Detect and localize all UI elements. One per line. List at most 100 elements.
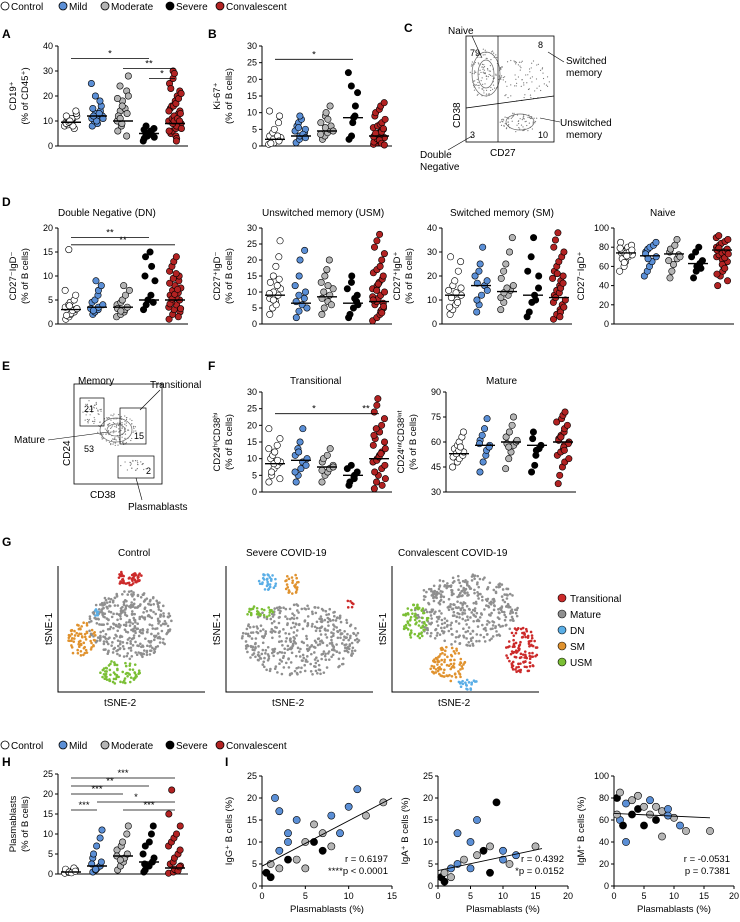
tsne-point	[289, 637, 292, 640]
tsne-point	[477, 597, 480, 600]
tsne-point	[132, 616, 136, 620]
tsne-point	[467, 640, 471, 644]
tsne-point	[248, 626, 252, 629]
tsne-point	[488, 638, 492, 642]
tsne-point	[96, 613, 100, 617]
density-dot	[518, 61, 521, 63]
tsne-point	[452, 650, 456, 653]
data-point	[721, 264, 729, 272]
tsne-point	[316, 659, 320, 663]
data-point	[447, 873, 455, 882]
y-axis-label: IgG⁺ B cells (%)	[224, 797, 235, 865]
tsne-point	[450, 589, 454, 592]
density-dot	[506, 116, 508, 119]
density-dot	[484, 49, 486, 51]
tsne-point	[410, 631, 413, 634]
density-dot	[520, 85, 522, 87]
data-point	[124, 822, 132, 830]
tsne-point	[406, 621, 410, 625]
density-dot	[523, 82, 525, 84]
density-dot	[490, 86, 492, 89]
data-point	[381, 115, 389, 123]
density-dot	[124, 437, 126, 440]
density-dot	[528, 122, 530, 124]
density-dot	[121, 423, 123, 425]
density-dot	[124, 433, 127, 435]
tsne-point	[288, 647, 291, 651]
data-point	[321, 124, 329, 132]
tsne-point	[315, 656, 318, 659]
data-point	[374, 395, 382, 403]
tsne-point	[464, 683, 468, 687]
tsne-point	[284, 587, 288, 591]
density-dot	[469, 71, 471, 73]
tsne-point	[465, 678, 469, 682]
tsne-point	[280, 672, 284, 676]
tsne-point	[158, 641, 162, 644]
data-point	[327, 301, 335, 309]
tsne-point	[115, 592, 119, 596]
tsne-point	[106, 652, 110, 656]
y-tick-label: 80	[599, 242, 609, 252]
data-point	[145, 838, 153, 846]
data-point	[478, 291, 486, 299]
tsne-point	[427, 587, 431, 591]
tsne-point	[82, 646, 86, 650]
density-dot	[471, 63, 473, 65]
tsne-point	[284, 579, 287, 583]
density-dot	[133, 430, 135, 432]
tsne-point	[108, 678, 111, 681]
data-point	[292, 816, 301, 824]
density-dot	[102, 437, 104, 440]
tsne-point	[103, 615, 106, 619]
tsne-point	[105, 640, 108, 643]
density-dot	[109, 432, 111, 434]
tsne-point	[246, 632, 250, 636]
tsne-point	[313, 606, 317, 609]
density-dot	[483, 92, 485, 94]
data-point	[378, 309, 386, 317]
tsne-point	[130, 583, 133, 587]
density-dot	[531, 81, 533, 83]
data-point	[671, 241, 679, 249]
density-dot	[517, 64, 519, 66]
tsne-point	[127, 581, 131, 585]
tsne-point	[85, 624, 89, 627]
tsne-point	[500, 606, 504, 609]
density-dot	[100, 408, 102, 410]
data-point	[295, 272, 303, 280]
data-point	[93, 842, 101, 850]
tsne-point	[319, 672, 322, 676]
tsne-point	[496, 616, 500, 619]
gate-ylabel: CD38	[452, 102, 463, 128]
tsne-point	[481, 623, 484, 627]
tsne-point	[129, 639, 132, 643]
tsne-point	[501, 624, 504, 628]
data-point	[369, 441, 377, 449]
data-point	[505, 428, 513, 436]
chart-title: Unswitched memory (USM)	[262, 208, 384, 219]
data-point	[682, 827, 690, 835]
tsne-point	[70, 646, 74, 649]
tsne-point	[416, 603, 419, 607]
density-dot	[111, 439, 113, 442]
density-dot	[95, 401, 97, 404]
tsne-point	[450, 643, 453, 646]
quadrant-value: 8	[538, 40, 543, 50]
tsne-point	[152, 610, 155, 614]
tsne-point	[523, 633, 526, 636]
data-point	[476, 468, 484, 476]
density-dot	[120, 464, 122, 467]
tsne-point	[461, 667, 464, 670]
tsne-point	[492, 608, 496, 612]
tsne-point	[109, 610, 113, 614]
density-dot	[122, 442, 124, 444]
density-dot	[510, 59, 512, 62]
data-point	[380, 302, 388, 310]
density-dot	[481, 63, 484, 65]
density-dot	[533, 117, 535, 119]
density-dot	[538, 85, 540, 87]
tsne-point	[285, 637, 288, 640]
tsne-point	[103, 612, 107, 616]
tsne-point	[275, 606, 279, 610]
